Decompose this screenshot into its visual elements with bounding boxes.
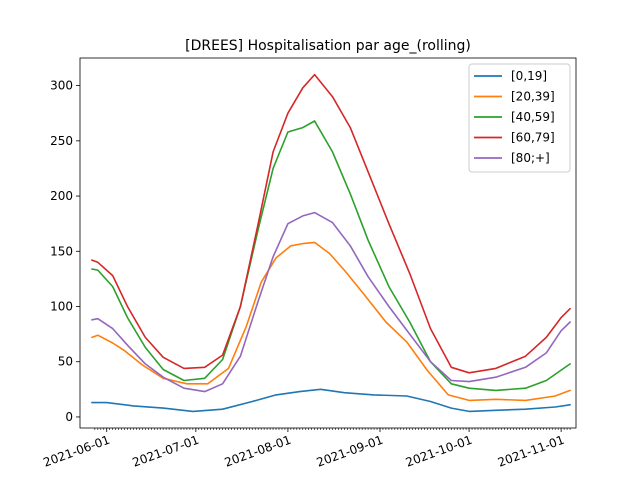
- y-tick-label: 200: [50, 189, 73, 203]
- legend-label: [20,39]: [511, 90, 555, 104]
- y-tick-label: 100: [50, 300, 73, 314]
- x-tick-label: 2021-10-01: [404, 433, 474, 470]
- x-tick-label: 2021-11-01: [496, 433, 566, 470]
- x-tick-label: 2021-09-01: [315, 433, 385, 470]
- legend-label: [0,19]: [511, 69, 547, 83]
- series-line: [91, 388, 571, 413]
- series-line: [91, 211, 571, 393]
- x-axis: 2021-06-01 2021-07-01 2021-08-01 2021-09-01…: [41, 428, 571, 470]
- y-axis: 0 50 100 150 200 250 300: [50, 79, 80, 424]
- legend-label: [80;+]: [511, 151, 550, 165]
- legend: [0,19] [20,39] [40,59] [60,79] [80;+]: [468, 63, 571, 173]
- legend-box: [468, 63, 571, 173]
- x-tick-label: 2021-07-01: [131, 433, 201, 470]
- series-line: [91, 73, 571, 374]
- y-tick-label: 250: [50, 134, 73, 148]
- chart-title: [DREES] Hospitalisation par age_(rolling…: [185, 38, 471, 54]
- legend-label: [40,59]: [511, 110, 555, 124]
- series-line: [91, 120, 571, 392]
- legend-label: [60,79]: [511, 131, 555, 145]
- x-tick-label: 2021-06-01: [41, 433, 111, 470]
- y-tick-label: 0: [65, 410, 73, 424]
- series-line: [91, 241, 571, 402]
- series-layer: [91, 73, 571, 413]
- y-tick-label: 150: [50, 244, 73, 258]
- y-tick-label: 50: [58, 355, 73, 369]
- y-tick-label: 300: [50, 79, 73, 93]
- plot-frame: [79, 57, 577, 429]
- x-tick-label: 2021-08-01: [223, 433, 293, 470]
